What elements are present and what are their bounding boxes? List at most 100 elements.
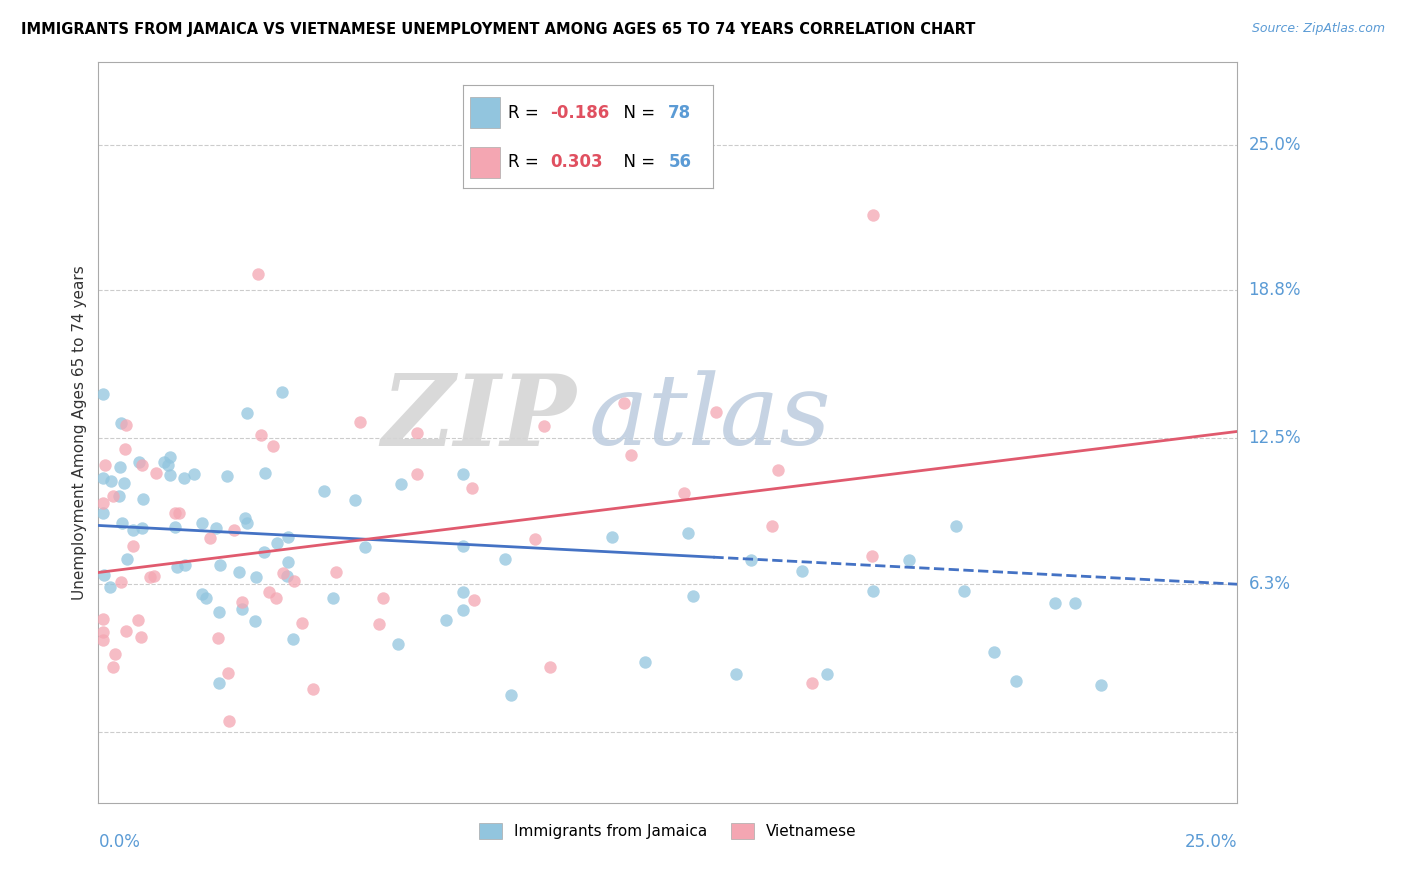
Legend: Immigrants from Jamaica, Vietnamese: Immigrants from Jamaica, Vietnamese <box>471 815 865 847</box>
Point <box>101 489 124 503</box>
Point <box>602 531 624 545</box>
Point <box>218 714 240 728</box>
Point <box>91 632 114 647</box>
Point <box>451 603 474 617</box>
Point <box>143 569 166 583</box>
Point <box>264 591 287 605</box>
Point <box>114 475 136 490</box>
Point <box>91 506 114 520</box>
Point <box>208 676 231 690</box>
Point <box>128 455 150 469</box>
Point <box>682 589 704 603</box>
Point <box>207 631 229 645</box>
Point <box>183 467 205 482</box>
Point <box>153 455 176 469</box>
Point <box>349 415 371 429</box>
Point <box>115 551 138 566</box>
Point <box>768 463 790 477</box>
Point <box>190 587 212 601</box>
Point <box>115 624 138 638</box>
Point <box>100 474 122 488</box>
Point <box>860 549 883 563</box>
Point <box>281 632 304 646</box>
Point <box>740 553 762 567</box>
Point <box>523 533 546 547</box>
Point <box>204 521 226 535</box>
Point <box>173 558 195 572</box>
Text: 25.0%: 25.0% <box>1185 833 1237 851</box>
Point <box>862 584 884 599</box>
Point <box>276 569 298 583</box>
Point <box>761 518 783 533</box>
Point <box>165 520 187 534</box>
Point <box>163 506 186 520</box>
Point <box>91 624 114 639</box>
Point <box>108 490 131 504</box>
Point <box>254 466 277 480</box>
Point <box>108 459 131 474</box>
Point <box>121 523 143 537</box>
Point <box>132 492 155 507</box>
Point <box>231 602 253 616</box>
Point <box>129 630 152 644</box>
Point <box>127 613 149 627</box>
Point <box>110 516 132 531</box>
Point <box>945 518 967 533</box>
Point <box>190 516 212 530</box>
Point <box>228 565 250 579</box>
Point <box>104 648 127 662</box>
Point <box>451 585 474 599</box>
Point <box>676 525 699 540</box>
Point <box>262 439 284 453</box>
Point <box>704 405 727 419</box>
Point <box>101 660 124 674</box>
Text: 0.0%: 0.0% <box>98 833 141 851</box>
Text: atlas: atlas <box>588 370 831 466</box>
Point <box>91 471 114 485</box>
Point <box>208 605 231 619</box>
Point <box>110 416 132 430</box>
Point <box>634 655 657 669</box>
Point <box>800 676 823 690</box>
Point <box>1004 674 1026 689</box>
Point <box>245 614 267 628</box>
Point <box>94 458 117 472</box>
Point <box>790 564 813 578</box>
Point <box>494 552 516 566</box>
Text: 6.3%: 6.3% <box>1249 575 1291 593</box>
Point <box>166 559 188 574</box>
Point <box>271 385 294 400</box>
Point <box>354 540 377 554</box>
Point <box>387 637 409 651</box>
Point <box>533 419 555 434</box>
Point <box>322 591 344 606</box>
Point <box>283 574 305 588</box>
Point <box>159 468 181 483</box>
Point <box>291 616 314 631</box>
Point <box>538 659 561 673</box>
Point <box>897 553 920 567</box>
Point <box>245 569 267 583</box>
Point <box>91 496 114 510</box>
Y-axis label: Unemployment Among Ages 65 to 74 years: Unemployment Among Ages 65 to 74 years <box>72 265 87 600</box>
Point <box>91 387 114 401</box>
Point <box>406 467 429 481</box>
Point <box>131 458 153 472</box>
Point <box>253 545 276 559</box>
Point <box>173 470 195 484</box>
Point <box>1090 678 1112 692</box>
Point <box>246 267 269 281</box>
Point <box>451 467 474 481</box>
Text: ZIP: ZIP <box>382 369 576 466</box>
Point <box>301 682 323 697</box>
Point <box>277 555 299 569</box>
Point <box>209 558 232 572</box>
Point <box>198 531 221 545</box>
Point <box>1064 596 1087 610</box>
Point <box>406 426 429 441</box>
Text: 18.8%: 18.8% <box>1249 281 1301 300</box>
Text: Source: ZipAtlas.com: Source: ZipAtlas.com <box>1251 22 1385 36</box>
Point <box>159 450 181 464</box>
Point <box>250 427 273 442</box>
Text: IMMIGRANTS FROM JAMAICA VS VIETNAMESE UNEMPLOYMENT AMONG AGES 65 TO 74 YEARS COR: IMMIGRANTS FROM JAMAICA VS VIETNAMESE UN… <box>21 22 976 37</box>
